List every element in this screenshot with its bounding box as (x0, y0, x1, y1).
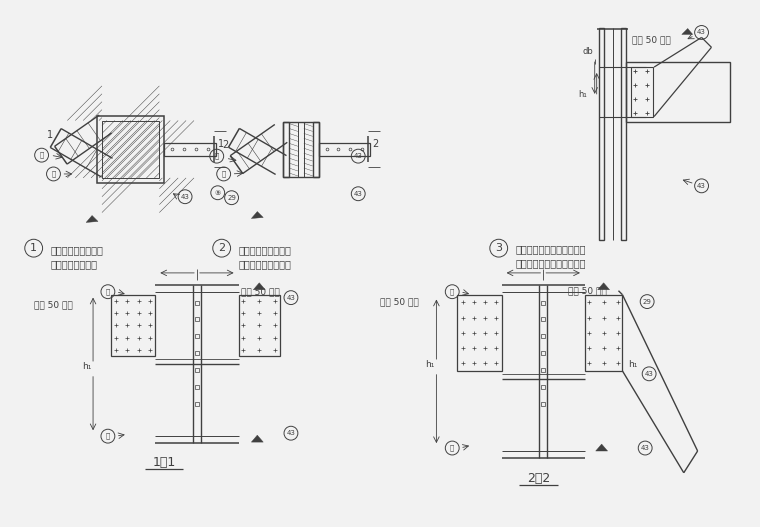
Text: ⑫: ⑫ (106, 288, 110, 295)
Text: 43: 43 (181, 194, 189, 200)
Bar (312, 122, 318, 177)
Text: ⑨: ⑨ (214, 190, 221, 196)
Text: 43: 43 (697, 30, 706, 35)
Bar (164, 143, 216, 156)
Text: 1－1: 1－1 (153, 456, 176, 469)
Text: 非正交框架梁与工字
形截面柱的刚性连接: 非正交框架梁与工字 形截面柱的刚性连接 (239, 245, 291, 269)
Text: h₁: h₁ (578, 90, 587, 99)
Text: ⑫: ⑫ (214, 153, 219, 160)
Polygon shape (252, 435, 263, 442)
Text: 按表 50 通用: 按表 50 通用 (33, 300, 72, 309)
Text: ⑫: ⑫ (450, 288, 454, 295)
Bar (458, 295, 502, 371)
Text: h₁: h₁ (628, 360, 637, 369)
Text: 按表 50 通用: 按表 50 通用 (242, 288, 280, 297)
Polygon shape (86, 216, 98, 222)
Polygon shape (596, 444, 607, 451)
Bar (97, 115, 164, 183)
Bar (102, 121, 160, 178)
Bar (283, 122, 289, 177)
Text: 43: 43 (697, 183, 706, 189)
Text: 顶层框架梁与箱形截面柱或
与工字形截面柱的刚性连接: 顶层框架梁与箱形截面柱或 与工字形截面柱的刚性连接 (515, 244, 586, 268)
Bar (632, 67, 653, 116)
Text: 2: 2 (223, 140, 229, 150)
Bar (283, 122, 318, 177)
Text: 2: 2 (218, 243, 225, 253)
Polygon shape (253, 283, 265, 290)
Text: 29: 29 (227, 194, 236, 201)
Text: h₁: h₁ (425, 360, 435, 369)
Text: 43: 43 (354, 153, 363, 159)
Bar (622, 27, 626, 240)
Text: 1: 1 (217, 139, 224, 149)
Bar (239, 295, 280, 356)
Text: 按表 50 通用: 按表 50 通用 (568, 287, 606, 296)
Text: 2: 2 (372, 139, 378, 149)
Polygon shape (682, 28, 692, 34)
Text: 43: 43 (287, 430, 296, 436)
Text: 43: 43 (644, 371, 654, 377)
Bar (111, 295, 155, 356)
Text: ⑫: ⑫ (450, 445, 454, 451)
Bar (626, 62, 730, 122)
Text: h₁: h₁ (82, 362, 91, 371)
Bar (318, 143, 370, 156)
Text: 1: 1 (30, 243, 37, 253)
Bar (584, 295, 622, 371)
Text: ⑫: ⑫ (106, 433, 110, 440)
Text: 43: 43 (641, 445, 650, 451)
Text: ⑫: ⑫ (40, 152, 44, 159)
Text: 1: 1 (46, 130, 52, 140)
Text: 29: 29 (643, 299, 651, 305)
Text: 按表 50 通用: 按表 50 通用 (380, 298, 419, 307)
Text: 43: 43 (287, 295, 296, 300)
Text: 按表 50 通用: 按表 50 通用 (632, 35, 671, 44)
Text: 43: 43 (354, 191, 363, 197)
Text: 3: 3 (496, 243, 502, 253)
Bar (298, 122, 304, 177)
Text: 非正交框架梁与箱形
截面柱的刚性连接: 非正交框架梁与箱形 截面柱的刚性连接 (50, 245, 103, 269)
Polygon shape (597, 283, 610, 290)
Bar (599, 27, 603, 240)
Text: 2－2: 2－2 (527, 472, 550, 485)
Text: ⑭: ⑭ (222, 171, 226, 177)
Text: ⑭: ⑭ (52, 171, 55, 177)
Text: db: db (583, 47, 594, 56)
Polygon shape (252, 211, 263, 219)
